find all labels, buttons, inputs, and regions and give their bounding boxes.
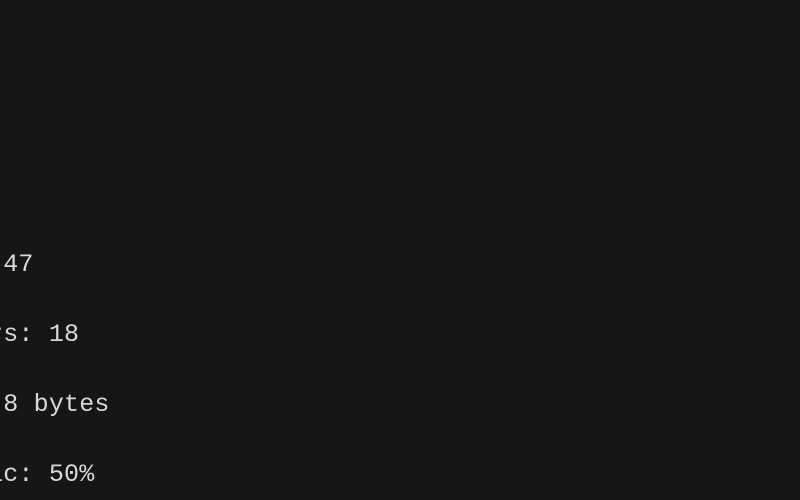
terminal-output: r = cers: 47 gisters: 18 ling: 8 bytes t…	[0, 0, 800, 500]
stat-line: gisters: 18	[0, 317, 800, 352]
stat-line: ling: 8 bytes	[0, 387, 800, 422]
stat-line: thmetic: 50%	[0, 457, 800, 492]
stat-line: cers: 47	[0, 247, 800, 282]
blank-line	[0, 177, 800, 212]
fragment-line: =	[0, 107, 800, 142]
fragment-line: r	[0, 37, 800, 72]
